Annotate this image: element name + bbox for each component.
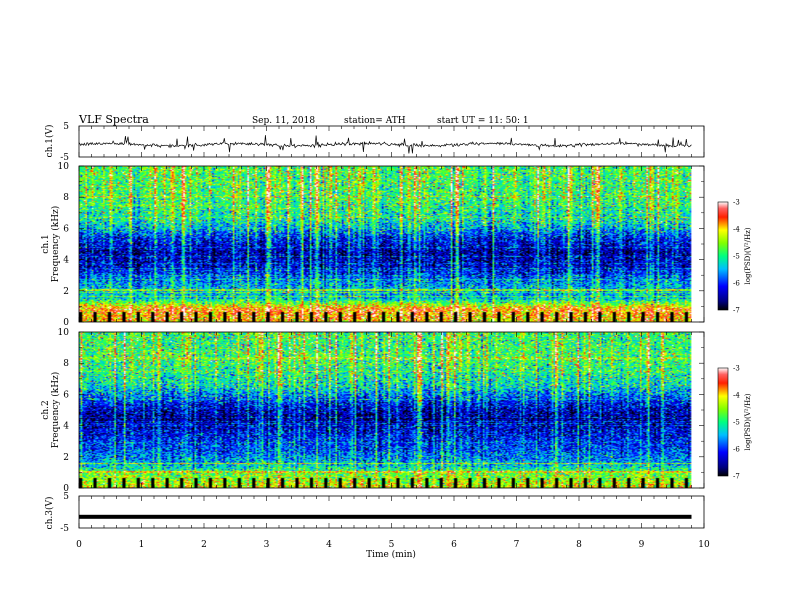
ch3-voltage-trace: [79, 514, 692, 519]
ch1-colorbar: [717, 201, 729, 311]
ch2-colorbar-ticks: -3 -4 -5 -6 -7: [733, 365, 740, 481]
ch1-spectrogram-image: [79, 166, 704, 322]
ch2-frequency-ticks: 0 2 4 6 8 10: [58, 328, 704, 494]
time-tick-label: 1: [139, 540, 145, 550]
ch1-colorbar-tick-label: -3: [733, 199, 740, 207]
ch2-frequency-ytick-label: 6: [63, 390, 69, 400]
time-tick-label: 7: [514, 540, 520, 550]
ch2-colorbar-tick-label: -3: [733, 365, 740, 373]
time-tick-label: 8: [576, 540, 582, 550]
ch2-frequency-ytick-label: 2: [63, 453, 69, 463]
ch1-colorbar-tick-label: -5: [733, 253, 740, 261]
ch3-ytick-bottom: -5: [60, 524, 69, 534]
ch3-voltage-ticks: [78, 496, 705, 528]
ch2-colorbar-tick-label: -5: [733, 419, 740, 427]
figure-title: VLF Spectra: [78, 113, 149, 126]
time-tick-label: 9: [639, 540, 645, 550]
ch1-ytick-top: 5: [63, 122, 69, 132]
ch2-colorbar-label: log(PSD)(V²/Hz): [744, 393, 752, 450]
ch2-frequency-ytick-label: 10: [58, 328, 70, 338]
station-label: station= ATH: [344, 116, 406, 126]
ch3-ytick-top: 5: [63, 492, 69, 502]
ch2-spectrogram-panel: 0 2 4 6 8 10 ch.2Frequency (kHz) -3 -4 -5 -6 -7 l…: [41, 328, 752, 494]
ch2-colorbar-tick-label: -6: [733, 446, 740, 454]
ch2-frequency-ytick-label: 8: [63, 359, 69, 369]
ch2-spectrogram-time-ticks: [78, 332, 705, 488]
time-tick-label: 0: [76, 540, 82, 550]
ch1-voltage-trace: [78, 135, 692, 154]
time-tick-label: 3: [264, 540, 270, 550]
ch1-colorbar-ticks: -3 -4 -5 -6 -7: [733, 199, 740, 315]
ch3-voltage-panel: 5 -5 ch.3(V) 0 1 2 3 4 5 6 7 8 9 10 Time (min): [44, 492, 710, 560]
ch1-voltage-ylabel: ch.1(V): [44, 125, 55, 158]
ch1-channel-label: ch.1Frequency (kHz): [41, 206, 61, 283]
ch2-frequency-ytick-label: 4: [63, 422, 69, 432]
ch1-frequency-ticks: 0 2 4 6 8 10: [58, 162, 704, 328]
ch1-colorbar-label: log(PSD)(V²/Hz): [744, 227, 752, 284]
ch2-colorbar-tick-label: -7: [733, 473, 740, 481]
ch1-spectrogram-time-ticks: [78, 166, 705, 322]
ch1-frequency-ytick-label: 8: [63, 193, 69, 203]
ch1-frequency-ytick-label: 2: [63, 287, 69, 297]
ch1-frequency-ytick-label: 0: [63, 318, 69, 328]
ch1-voltage-panel: 5 -5 ch.1(V): [44, 122, 705, 163]
ch1-colorbar-tick-label: -7: [733, 307, 740, 315]
ch1-frequency-ytick-label: 10: [58, 162, 70, 172]
time-axis-tick-labels: 0 1 2 3 4 5 6 7 8 9 10: [76, 540, 710, 550]
ch1-ytick-bottom: -5: [60, 153, 69, 163]
ch2-channel-label: ch.2Frequency (kHz): [41, 372, 61, 449]
ch1-voltage-ticks: [78, 126, 705, 157]
time-tick-label: 2: [201, 540, 207, 550]
time-tick-label: 10: [698, 540, 710, 550]
ch1-frequency-ytick-label: 6: [63, 224, 69, 234]
time-axis-label: Time (min): [366, 549, 416, 560]
ch1-frequency-ytick-label: 4: [63, 256, 69, 266]
ch2-frequency-ytick-label: 0: [63, 484, 69, 494]
ch2-colorbar-tick-label: -4: [733, 392, 740, 400]
ch2-spectrogram-image: [79, 332, 704, 488]
time-tick-label: 4: [326, 540, 332, 550]
start-time-label: start UT = 11: 50: 1: [437, 116, 529, 126]
ch1-colorbar-tick-label: -4: [733, 226, 740, 234]
date-label: Sep. 11, 2018: [252, 116, 315, 126]
time-tick-label: 5: [389, 540, 395, 550]
ch3-voltage-ylabel: ch.3(V): [44, 497, 55, 530]
time-tick-label: 6: [451, 540, 457, 550]
ch2-colorbar: [717, 367, 729, 477]
ch1-colorbar-tick-label: -6: [733, 280, 740, 288]
ch1-spectrogram-panel: 0 2 4 6 8 10 ch.1Frequency (kHz) -3 -4 -5 -6 -7 l…: [41, 162, 752, 328]
